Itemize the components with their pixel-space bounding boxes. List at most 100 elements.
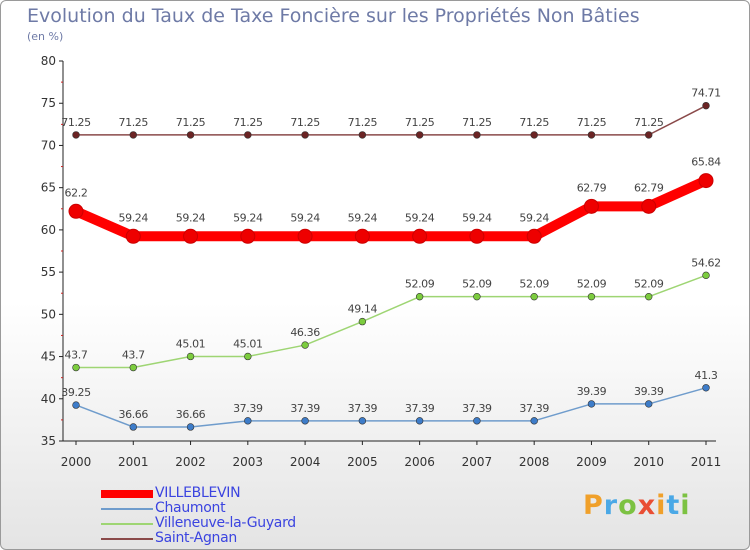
data-label-saint-agnan-2008: 71.25 xyxy=(519,116,549,129)
y-tick-label-75: 75 xyxy=(41,96,56,110)
data-label-villeblevin-2001: 59.24 xyxy=(119,211,149,224)
data-label-chaumont-2001: 36.66 xyxy=(119,408,149,421)
data-label-saint-agnan-2011: 74.71 xyxy=(691,87,721,100)
data-label-saint-agnan-2005: 71.25 xyxy=(348,116,378,129)
legend-item-saint-agnan: Saint-Agnan xyxy=(101,531,296,546)
y-tick-label-55: 55 xyxy=(41,265,56,279)
data-label-chaumont-2011: 41.3 xyxy=(695,369,718,382)
data-label-villeblevin-2005: 59.24 xyxy=(348,211,378,224)
point-saint-agnan-2000 xyxy=(72,131,80,139)
data-label-villeblevin-2003: 59.24 xyxy=(233,211,263,224)
legend-label-saint-agnan: Saint-Agnan xyxy=(155,530,237,546)
data-label-chaumont-2004: 37.39 xyxy=(290,402,320,415)
legend-item-chaumont: Chaumont xyxy=(101,501,296,516)
point-saint-agnan-2004 xyxy=(301,131,309,139)
data-label-villeneuve-la-guyard-2001: 43.7 xyxy=(122,349,145,362)
y-tick-label-45: 45 xyxy=(41,350,56,364)
logo-letter-4: x xyxy=(637,490,657,521)
point-villeneuve-la-guyard-2005 xyxy=(358,317,367,326)
chart-series: 39.25 36.66 36.66 37.39 37.39 37.39 37.39 37.39… xyxy=(61,87,722,431)
data-label-villeblevin-2008: 59.24 xyxy=(519,211,549,224)
point-saint-agnan-2011 xyxy=(702,101,710,110)
x-tick-label-2000: 2000 xyxy=(61,455,92,469)
data-label-villeblevin-2006: 59.24 xyxy=(405,211,435,224)
point-chaumont-2004 xyxy=(301,417,309,425)
point-saint-agnan-2003 xyxy=(244,131,252,139)
point-villeneuve-la-guyard-2008 xyxy=(530,292,538,301)
data-label-villeblevin-2009: 62.79 xyxy=(577,181,607,194)
chart-legend: VILLEBLEVIN Chaumont Villeneuve-la-Guyar… xyxy=(101,486,296,546)
x-tick-label-2005: 2005 xyxy=(347,455,378,469)
point-saint-agnan-2009 xyxy=(587,131,596,139)
point-chaumont-2003 xyxy=(244,417,252,425)
proxiti-logo: Proxiti xyxy=(583,490,691,521)
y-tick-label-40: 40 xyxy=(41,392,56,406)
point-chaumont-2000 xyxy=(72,401,80,409)
legend-item-villeneuve-la-guyard: Villeneuve-la-Guyard xyxy=(101,516,296,531)
legend-label-chaumont: Chaumont xyxy=(155,500,226,516)
x-tick-label-2004: 2004 xyxy=(290,455,321,469)
point-villeblevin-2001 xyxy=(125,228,141,244)
data-label-villeneuve-la-guyard-2006: 52.09 xyxy=(405,278,435,291)
point-saint-agnan-2008 xyxy=(530,131,538,139)
point-villeneuve-la-guyard-2000 xyxy=(72,363,80,372)
data-label-villeblevin-2011: 65.84 xyxy=(691,156,721,169)
point-chaumont-2001 xyxy=(129,423,137,431)
x-tick-label-2011: 2011 xyxy=(691,455,722,469)
point-villeblevin-2006 xyxy=(412,228,428,244)
point-chaumont-2005 xyxy=(358,417,367,425)
point-chaumont-2006 xyxy=(415,417,424,425)
point-saint-agnan-2006 xyxy=(415,131,424,139)
point-chaumont-2009 xyxy=(587,400,596,408)
point-chaumont-2010 xyxy=(645,400,653,408)
point-saint-agnan-2010 xyxy=(645,131,653,139)
legend-swatch-villeneuve-la-guyard xyxy=(101,522,153,525)
series-line-saint-agnan xyxy=(75,104,707,136)
logo-letter-5: i xyxy=(656,490,667,521)
point-villeblevin-2004 xyxy=(297,228,313,244)
y-tick-label-70: 70 xyxy=(41,138,56,152)
data-label-chaumont-2007: 37.39 xyxy=(462,402,492,415)
data-label-chaumont-2008: 37.39 xyxy=(519,402,549,415)
point-villeneuve-la-guyard-2009 xyxy=(587,292,596,301)
point-villeblevin-2005 xyxy=(354,228,370,244)
data-label-villeblevin-2010: 62.79 xyxy=(634,181,664,194)
series-line-chaumont xyxy=(75,387,707,428)
x-tick-label-2003: 2003 xyxy=(233,455,264,469)
data-label-villeneuve-la-guyard-2003: 45.01 xyxy=(233,337,263,350)
point-villeblevin-2008 xyxy=(526,228,542,244)
y-tick-label-50: 50 xyxy=(41,307,56,321)
legend-item-villeblevin: VILLEBLEVIN xyxy=(101,486,296,501)
data-label-villeneuve-la-guyard-2009: 52.09 xyxy=(577,278,607,291)
data-label-saint-agnan-2001: 71.25 xyxy=(119,116,149,129)
data-label-villeneuve-la-guyard-2011: 54.62 xyxy=(691,256,721,269)
y-tick-label-60: 60 xyxy=(41,223,56,237)
legend-swatch-chaumont xyxy=(101,507,153,510)
data-label-chaumont-2000: 39.25 xyxy=(61,386,91,399)
point-chaumont-2002 xyxy=(186,423,195,431)
chart-title: Evolution du Taux de Taxe Foncière sur l… xyxy=(27,5,640,27)
data-label-villeblevin-2004: 59.24 xyxy=(290,211,320,224)
series-line-villeneuve-la-guyard xyxy=(75,274,707,369)
point-villeneuve-la-guyard-2003 xyxy=(244,352,252,361)
series-villeblevin: 62.2 59.24 59.24 59.24 59.24 59.24 59.24 59.24 5… xyxy=(65,156,722,244)
x-tick-label-2006: 2006 xyxy=(404,455,435,469)
logo-letter-6: t xyxy=(666,490,681,521)
point-villeblevin-2007 xyxy=(469,228,485,244)
y-tick-label-80: 80 xyxy=(41,54,56,68)
point-villeblevin-2002 xyxy=(183,228,199,244)
chart-axes: 35 40 45 50 55 60 65 70 75 80 2000 2001 2002 2003 2004… xyxy=(41,54,722,469)
logo-letter-2: r xyxy=(603,490,619,521)
legend-swatch-saint-agnan xyxy=(101,537,153,540)
data-label-saint-agnan-2009: 71.25 xyxy=(577,116,607,129)
point-villeblevin-2009 xyxy=(583,198,599,214)
point-chaumont-2007 xyxy=(473,417,481,425)
series-line-villeblevin xyxy=(71,175,711,242)
data-label-saint-agnan-2000: 71.25 xyxy=(61,116,91,129)
y-axis-unit-label: (en %) xyxy=(27,30,64,43)
series-villeneuve-la-guyard: 43.7 43.7 45.01 45.01 46.36 49.14 52.09 52.09 52… xyxy=(65,256,721,372)
logo-letter-3: o xyxy=(618,490,638,521)
point-chaumont-2011 xyxy=(702,384,710,392)
x-tick-label-2010: 2010 xyxy=(633,455,664,469)
